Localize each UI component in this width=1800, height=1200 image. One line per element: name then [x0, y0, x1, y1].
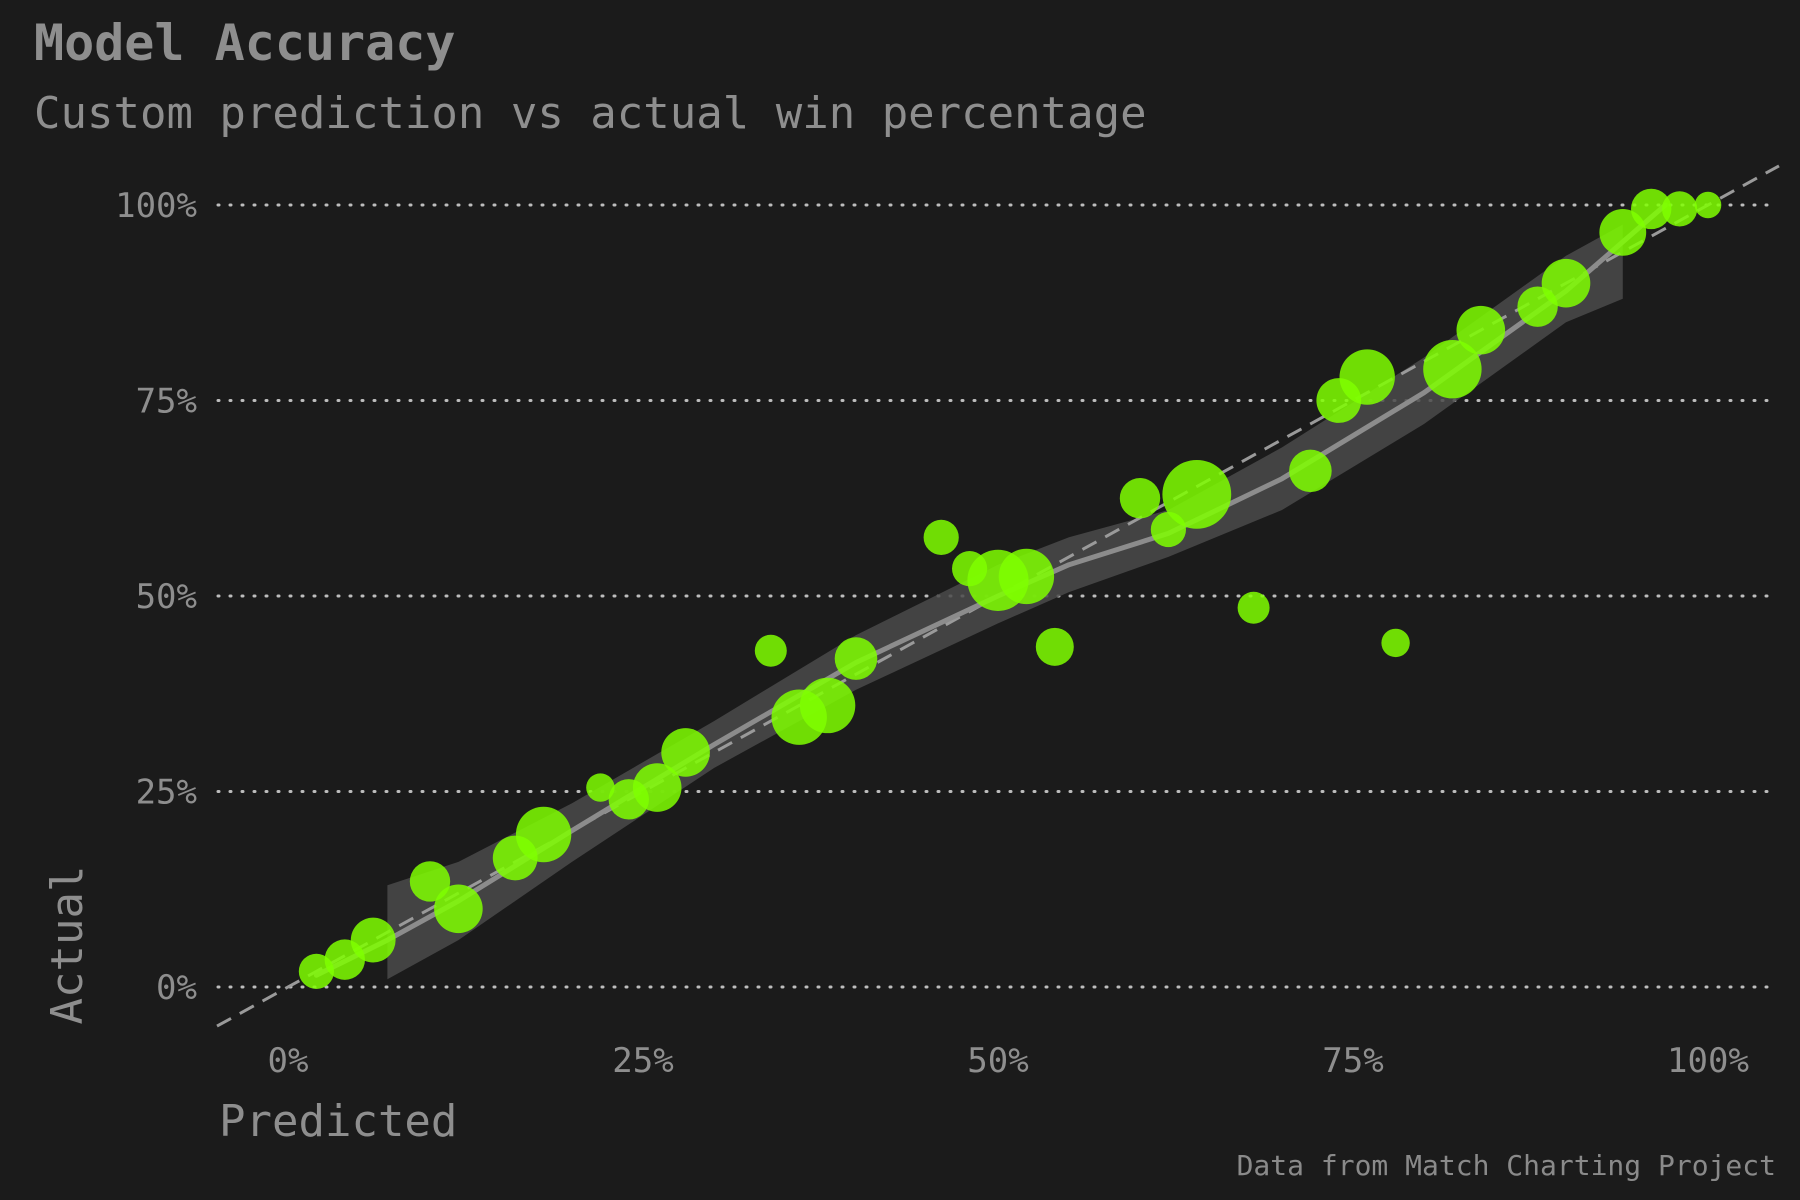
x-tick-label-50: 50%: [967, 1041, 1028, 1081]
data-point-6: [515, 806, 572, 863]
chart-title: Model Accuracy: [34, 14, 456, 72]
y-tick-label-75: 75%: [136, 382, 197, 422]
x-tick-label-75: 75%: [1322, 1041, 1383, 1081]
data-point-27: [1381, 628, 1410, 658]
data-point-9: [632, 763, 682, 812]
data-point-4: [434, 884, 483, 934]
data-point-3: [409, 861, 451, 902]
data-point-28: [1423, 340, 1482, 399]
data-point-29: [1456, 305, 1506, 355]
data-point-22: [1162, 459, 1232, 529]
y-tick-label-0: 0%: [156, 968, 197, 1008]
data-point-13: [799, 677, 856, 734]
grid-lines: [216, 203, 1777, 989]
data-point-2: [350, 917, 396, 963]
data-point-15: [923, 519, 959, 555]
y-axis-ticks: 0% 25% 50% 75% 100%: [115, 186, 197, 1008]
data-point-14: [834, 637, 878, 680]
data-point-31: [1541, 258, 1591, 308]
data-point-19: [1035, 627, 1074, 666]
source-caption: Data from Match Charting Project: [1236, 1149, 1776, 1182]
data-point-33: [1631, 188, 1672, 230]
data-point-20: [1119, 478, 1161, 519]
data-point-32: [1599, 208, 1647, 256]
data-points: [298, 188, 1722, 989]
data-point-35: [1694, 191, 1722, 219]
data-point-18: [998, 548, 1055, 605]
data-point-24: [1289, 449, 1332, 493]
data-point-23: [1237, 591, 1270, 624]
y-axis-label: Actual: [42, 866, 93, 1025]
x-tick-label-100: 100%: [1667, 1041, 1749, 1081]
data-point-26: [1339, 349, 1395, 405]
data-point-34: [1662, 191, 1698, 227]
x-tick-label-0: 0%: [268, 1041, 309, 1081]
data-point-11: [754, 634, 787, 667]
x-axis-ticks: 0% 25% 50% 75% 100%: [268, 1041, 1749, 1081]
y-tick-label-25: 25%: [136, 773, 197, 813]
y-tick-label-50: 50%: [136, 577, 197, 617]
y-tick-label-100: 100%: [115, 186, 197, 226]
chart-subtitle: Custom prediction vs actual win percenta…: [34, 88, 1147, 139]
x-tick-label-25: 25%: [612, 1041, 673, 1081]
data-point-10: [661, 728, 710, 777]
x-axis-label: Predicted: [219, 1096, 457, 1147]
data-point-7: [586, 773, 615, 802]
